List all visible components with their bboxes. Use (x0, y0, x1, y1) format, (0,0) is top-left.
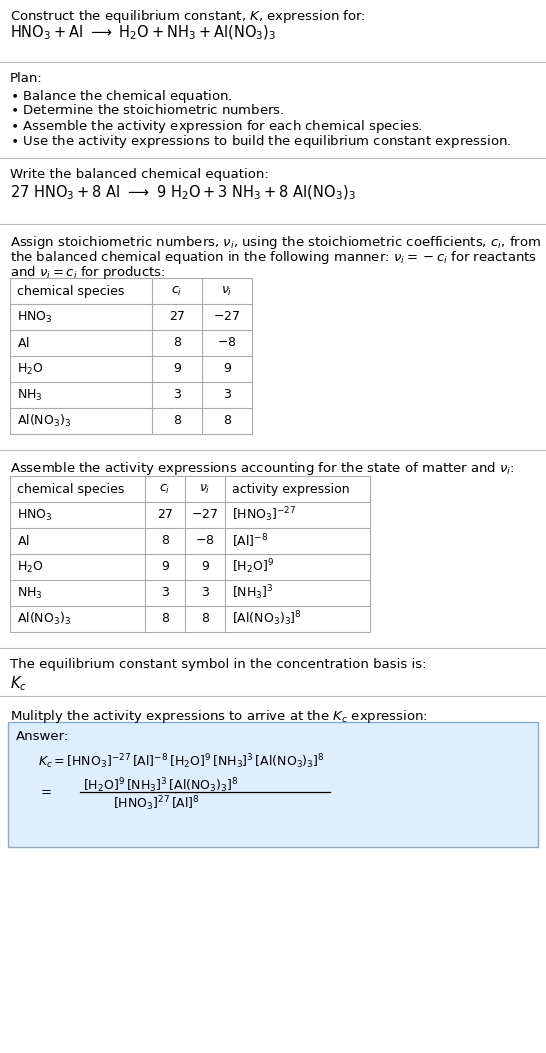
Text: 8: 8 (173, 337, 181, 350)
Text: $-27$: $-27$ (191, 509, 218, 521)
Text: Write the balanced chemical equation:: Write the balanced chemical equation: (10, 168, 269, 181)
Text: $[\mathrm{Al}]^{-8}$: $[\mathrm{Al}]^{-8}$ (232, 532, 268, 550)
Text: $[\mathrm{HNO_3}]^{-27}$: $[\mathrm{HNO_3}]^{-27}$ (232, 505, 296, 524)
FancyBboxPatch shape (8, 722, 538, 847)
Text: Mulitply the activity expressions to arrive at the $K_c$ expression:: Mulitply the activity expressions to arr… (10, 708, 428, 726)
Text: 9: 9 (223, 362, 231, 376)
Text: 8: 8 (161, 535, 169, 548)
Text: 3: 3 (173, 389, 181, 401)
Text: $[\mathrm{H_2O}]^{9}\,[\mathrm{NH_3}]^{3}\,[\mathrm{Al(NO_3)_3}]^{8}$: $[\mathrm{H_2O}]^{9}\,[\mathrm{NH_3}]^{3… (83, 776, 239, 795)
Text: $\mathrm{Al(NO_3)_3}$: $\mathrm{Al(NO_3)_3}$ (17, 611, 71, 627)
Text: 3: 3 (223, 389, 231, 401)
Text: and $\nu_i = c_i$ for products:: and $\nu_i = c_i$ for products: (10, 264, 165, 281)
Text: $c_i$: $c_i$ (171, 284, 182, 298)
Text: $-27$: $-27$ (213, 311, 241, 323)
Text: 3: 3 (201, 587, 209, 599)
Text: $\bullet$ Assemble the activity expression for each chemical species.: $\bullet$ Assemble the activity expressi… (10, 118, 423, 135)
Text: 9: 9 (201, 560, 209, 574)
Text: $[\mathrm{H_2O}]^{9}$: $[\mathrm{H_2O}]^{9}$ (232, 558, 274, 576)
Text: activity expression: activity expression (232, 482, 349, 496)
Text: 8: 8 (161, 613, 169, 625)
Text: 27: 27 (157, 509, 173, 521)
Text: Construct the equilibrium constant, $K$, expression for:: Construct the equilibrium constant, $K$,… (10, 8, 366, 25)
Text: chemical species: chemical species (17, 284, 124, 298)
Text: 8: 8 (223, 415, 231, 428)
Text: $\bullet$ Use the activity expressions to build the equilibrium constant express: $\bullet$ Use the activity expressions t… (10, 133, 512, 150)
Text: 9: 9 (173, 362, 181, 376)
Text: $\mathrm{HNO_3}$: $\mathrm{HNO_3}$ (17, 310, 52, 324)
Text: 9: 9 (161, 560, 169, 574)
Text: Plan:: Plan: (10, 72, 43, 85)
Text: 27: 27 (169, 311, 185, 323)
Text: $\mathrm{HNO_3 + Al \ {\longrightarrow}\ H_2O + NH_3 + Al(NO_3)_3}$: $\mathrm{HNO_3 + Al \ {\longrightarrow}\… (10, 24, 276, 42)
Text: $\bullet$ Balance the chemical equation.: $\bullet$ Balance the chemical equation. (10, 88, 233, 105)
Text: $\mathrm{Al}$: $\mathrm{Al}$ (17, 336, 30, 350)
Text: 8: 8 (201, 613, 209, 625)
Text: $K_c = [\mathrm{HNO_3}]^{-27}\,[\mathrm{Al}]^{-8}\,[\mathrm{H_2O}]^{9}\,[\mathrm: $K_c = [\mathrm{HNO_3}]^{-27}\,[\mathrm{… (38, 752, 325, 771)
Text: $-8$: $-8$ (195, 535, 215, 548)
Text: 8: 8 (173, 415, 181, 428)
Text: $\mathrm{H_2O}$: $\mathrm{H_2O}$ (17, 361, 44, 377)
Text: $\nu_i$: $\nu_i$ (221, 284, 233, 298)
Text: The equilibrium constant symbol in the concentration basis is:: The equilibrium constant symbol in the c… (10, 658, 426, 671)
Text: the balanced chemical equation in the following manner: $\nu_i = -c_i$ for react: the balanced chemical equation in the fo… (10, 249, 537, 266)
Text: Assign stoichiometric numbers, $\nu_i$, using the stoichiometric coefficients, $: Assign stoichiometric numbers, $\nu_i$, … (10, 234, 541, 251)
Text: $\mathrm{Al}$: $\mathrm{Al}$ (17, 534, 30, 548)
Text: chemical species: chemical species (17, 482, 124, 496)
Text: Answer:: Answer: (16, 730, 69, 743)
Text: $\bullet$ Determine the stoichiometric numbers.: $\bullet$ Determine the stoichiometric n… (10, 103, 284, 117)
Text: $\mathrm{Al(NO_3)_3}$: $\mathrm{Al(NO_3)_3}$ (17, 413, 71, 429)
Text: $\mathrm{27\ HNO_3 + 8\ Al \ {\longrightarrow}\ 9\ H_2O + 3\ NH_3 + 8\ Al(NO_3)_: $\mathrm{27\ HNO_3 + 8\ Al \ {\longright… (10, 184, 356, 202)
Text: Assemble the activity expressions accounting for the state of matter and $\nu_i$: Assemble the activity expressions accoun… (10, 460, 515, 477)
Text: $\mathrm{NH_3}$: $\mathrm{NH_3}$ (17, 388, 43, 402)
Text: $[\mathrm{NH_3}]^{3}$: $[\mathrm{NH_3}]^{3}$ (232, 583, 274, 602)
Bar (10, 476, 370, 632)
Text: $c_i$: $c_i$ (159, 482, 171, 496)
Text: $\mathrm{NH_3}$: $\mathrm{NH_3}$ (17, 585, 43, 600)
Text: $K_c$: $K_c$ (10, 674, 27, 693)
Text: $\mathrm{HNO_3}$: $\mathrm{HNO_3}$ (17, 508, 52, 522)
Text: $\nu_i$: $\nu_i$ (199, 482, 211, 496)
Bar (10, 278, 252, 434)
Text: $-8$: $-8$ (217, 337, 237, 350)
Text: $[\mathrm{Al(NO_3)_3}]^{8}$: $[\mathrm{Al(NO_3)_3}]^{8}$ (232, 610, 302, 629)
Text: 3: 3 (161, 587, 169, 599)
Text: $=$: $=$ (38, 784, 52, 797)
Text: $\mathrm{H_2O}$: $\mathrm{H_2O}$ (17, 559, 44, 575)
Text: $[\mathrm{HNO_3}]^{27}\,[\mathrm{Al}]^{8}$: $[\mathrm{HNO_3}]^{27}\,[\mathrm{Al}]^{8… (113, 794, 200, 813)
